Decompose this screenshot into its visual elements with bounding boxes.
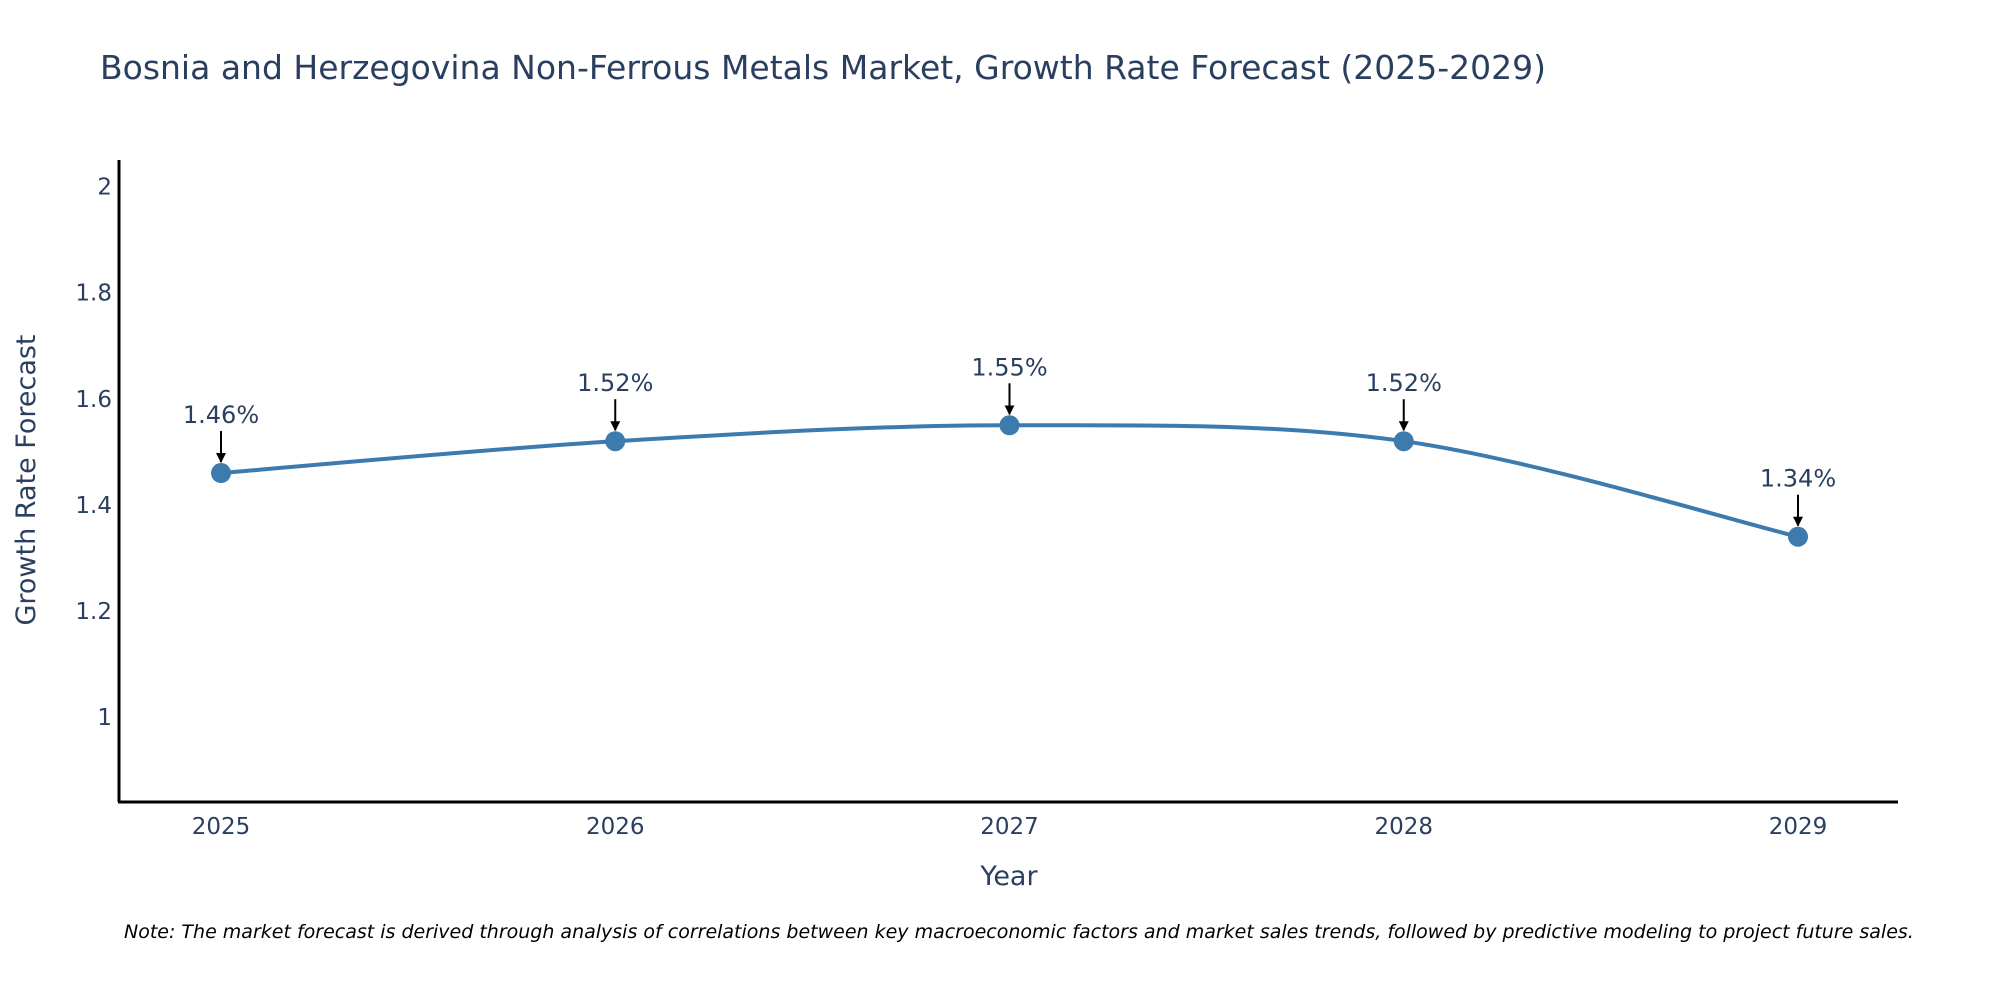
x-axis-ticks: 2025 2026 2027 2028 2029 <box>192 814 1828 840</box>
y-tick-label: 1.8 <box>75 281 112 307</box>
data-point <box>211 463 231 484</box>
data-label: 1.34% <box>1760 465 1836 493</box>
data-label: 1.52% <box>577 369 653 397</box>
data-label: 1.55% <box>971 353 1047 381</box>
y-tick-label: 1.6 <box>75 387 112 413</box>
x-tick-label: 2027 <box>980 814 1039 840</box>
data-point <box>999 415 1020 436</box>
data-label-annotations: 1.46% 1.52% 1.55% 1.52% 1.34% <box>183 353 1836 527</box>
series-line <box>220 423 1799 539</box>
data-point <box>605 431 626 452</box>
y-axis-title: Growth Rate Forecast <box>11 334 42 625</box>
y-axis-ticks: 1 1.2 1.4 1.6 1.8 2 <box>75 175 112 732</box>
y-tick-label: 1.4 <box>75 493 112 519</box>
data-point <box>1393 431 1414 452</box>
x-tick-label: 2026 <box>586 814 645 840</box>
x-axis-title: Year <box>979 861 1038 892</box>
x-tick-label: 2028 <box>1374 814 1433 840</box>
footnote: Note: The market forecast is derived thr… <box>124 921 1914 943</box>
data-label: 1.46% <box>183 401 259 429</box>
data-label: 1.52% <box>1366 369 1442 397</box>
data-point <box>1788 526 1808 547</box>
y-tick-label: 1 <box>97 705 112 731</box>
data-points <box>211 415 1808 547</box>
x-tick-label: 2025 <box>192 814 251 840</box>
y-tick-label: 1.2 <box>75 599 112 625</box>
chart-title: Bosnia and Herzegovina Non-Ferrous Metal… <box>100 48 1546 87</box>
y-tick-label: 2 <box>97 175 112 201</box>
x-tick-label: 2029 <box>1769 814 1828 840</box>
